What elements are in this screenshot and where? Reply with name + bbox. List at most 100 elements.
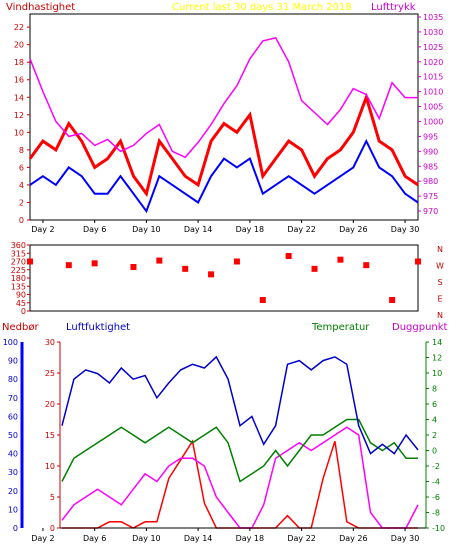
humidity-tick-label: 60	[8, 412, 18, 421]
direction-point	[285, 253, 292, 259]
temp-tick-label: 8	[432, 385, 437, 394]
temp-tick-label: -4	[432, 478, 440, 487]
temp-tick-label: 12	[432, 354, 442, 363]
x-tick-label: Day 22	[287, 534, 316, 543]
y-tick-label: 10	[14, 128, 24, 137]
plot-area	[29, 244, 419, 312]
direction-point	[130, 264, 137, 270]
x-tick-label: Day 6	[83, 534, 106, 543]
humidity-tick-label: 10	[8, 505, 18, 514]
y-right-tick-label: 975	[423, 192, 438, 201]
compass-label: W	[436, 262, 444, 271]
humidity-tick-label: 80	[8, 375, 18, 384]
x-tick-label: Day 30	[391, 534, 420, 543]
temp-tick-label: -2	[432, 462, 440, 471]
y-tick-label: 135	[11, 282, 26, 291]
rain-tick-label: 30	[45, 338, 55, 347]
pressure-line	[29, 37, 418, 159]
y-right-tick-label: 1015	[423, 73, 443, 82]
humidity-tick-label: 90	[8, 357, 18, 366]
y-tick-label: 2	[19, 198, 24, 207]
y-right-tick-label: 1025	[423, 43, 443, 52]
direction-point	[182, 265, 189, 272]
temperature-line	[61, 418, 418, 483]
compass-label: S	[437, 278, 442, 287]
dewpoint-label: Duggpunkt	[392, 322, 448, 333]
rain-tick-label: 10	[45, 462, 55, 471]
temp-tick-label: 14	[432, 338, 442, 347]
y-right-tick-label: 1020	[423, 58, 443, 67]
y-right-tick-label: 1010	[423, 88, 443, 97]
y-tick-label: 0	[19, 216, 24, 225]
y-right-tick-label: 1005	[423, 103, 443, 112]
humidity-label: Luftfuktighet	[66, 322, 131, 333]
x-tick-label: Day 30	[391, 225, 420, 234]
y-tick-label: 16	[14, 76, 24, 85]
y-tick-label: 315	[11, 249, 26, 258]
temp-tick-label: -10	[432, 524, 445, 533]
y-tick-label: 12	[14, 111, 24, 120]
y-tick-label: 0	[21, 307, 26, 316]
wind-pressure-chart: 0 2 4 6 8 10 12 14 16 18 20 22 970 975 980 985 990 995 100…	[14, 13, 444, 234]
x-tick-label: Day 2	[31, 534, 54, 543]
humidity-tick-label: 70	[8, 394, 18, 403]
temp-tick-label: 0	[432, 447, 437, 456]
humidity-tick-label: 50	[8, 431, 18, 440]
rain-tick-label: 0	[50, 524, 55, 533]
temp-tick-label: 10	[432, 369, 442, 378]
pressure-label: Lufttrykk	[371, 2, 416, 13]
y-right-tick-label: 990	[423, 147, 438, 156]
x-tick-label: Day 10	[132, 225, 161, 234]
y-right-tick-label: 980	[423, 177, 438, 186]
plot-area	[60, 342, 426, 528]
y-tick-label: 20	[14, 41, 24, 50]
temp-tick-label: -6	[432, 493, 440, 502]
y-right-tick-label: 985	[423, 162, 438, 171]
x-tick-label: Day 18	[236, 225, 265, 234]
compass-label: E	[437, 295, 442, 304]
temp-tick-label: 6	[432, 400, 437, 409]
humidity-tick-label: 100	[3, 338, 18, 347]
chart-title: Current last 30 days 31 March 2018	[172, 2, 352, 13]
rain-tick-label: 25	[45, 369, 55, 378]
humidity-tick-label: 40	[8, 450, 18, 459]
direction-point	[415, 258, 421, 265]
direction-point	[156, 257, 163, 264]
x-tick-label: Day 26	[339, 225, 368, 234]
rain-tick-label: 15	[45, 431, 55, 440]
y-tick-label: 18	[14, 58, 24, 67]
direction-point	[311, 265, 318, 272]
temp-tick-label: 4	[432, 416, 437, 425]
y-tick-label: 180	[11, 274, 26, 283]
temp-tick-label: 2	[432, 431, 437, 440]
y-tick-label: 45	[16, 299, 26, 308]
humidity-tick-label: 20	[8, 487, 18, 496]
y-tick-label: 225	[11, 266, 26, 275]
wind-average-line	[29, 138, 419, 214]
x-tick-label: Day 18	[236, 534, 265, 543]
humidity-tick-label: 30	[8, 468, 18, 477]
temp-tick-label: -8	[432, 509, 440, 518]
x-tick-label: Day 14	[184, 225, 213, 234]
y-tick-label: 6	[19, 163, 24, 172]
wind-speed-line	[28, 92, 419, 198]
y-tick-label: 270	[11, 258, 26, 267]
wind-speed-label: Vindhastighet	[6, 2, 76, 13]
direction-point	[27, 258, 33, 265]
compass-label: N	[437, 311, 443, 320]
x-tick-label: Day 14	[184, 534, 213, 543]
x-tick-label: Day 26	[339, 534, 368, 543]
humidity-temperature-chart: 0102030405060708090100051015202530-10-8-…	[3, 338, 445, 543]
direction-point	[259, 297, 266, 303]
y-right-tick-label: 970	[423, 207, 438, 216]
rain-label: Nedbør	[2, 322, 39, 333]
x-tick-label: Day 22	[287, 225, 316, 234]
direction-point	[91, 260, 98, 267]
y-tick-label: 4	[19, 181, 24, 190]
direction-point	[65, 262, 72, 269]
direction-point	[389, 297, 396, 303]
direction-point	[337, 256, 344, 263]
compass-label: N	[437, 245, 443, 254]
